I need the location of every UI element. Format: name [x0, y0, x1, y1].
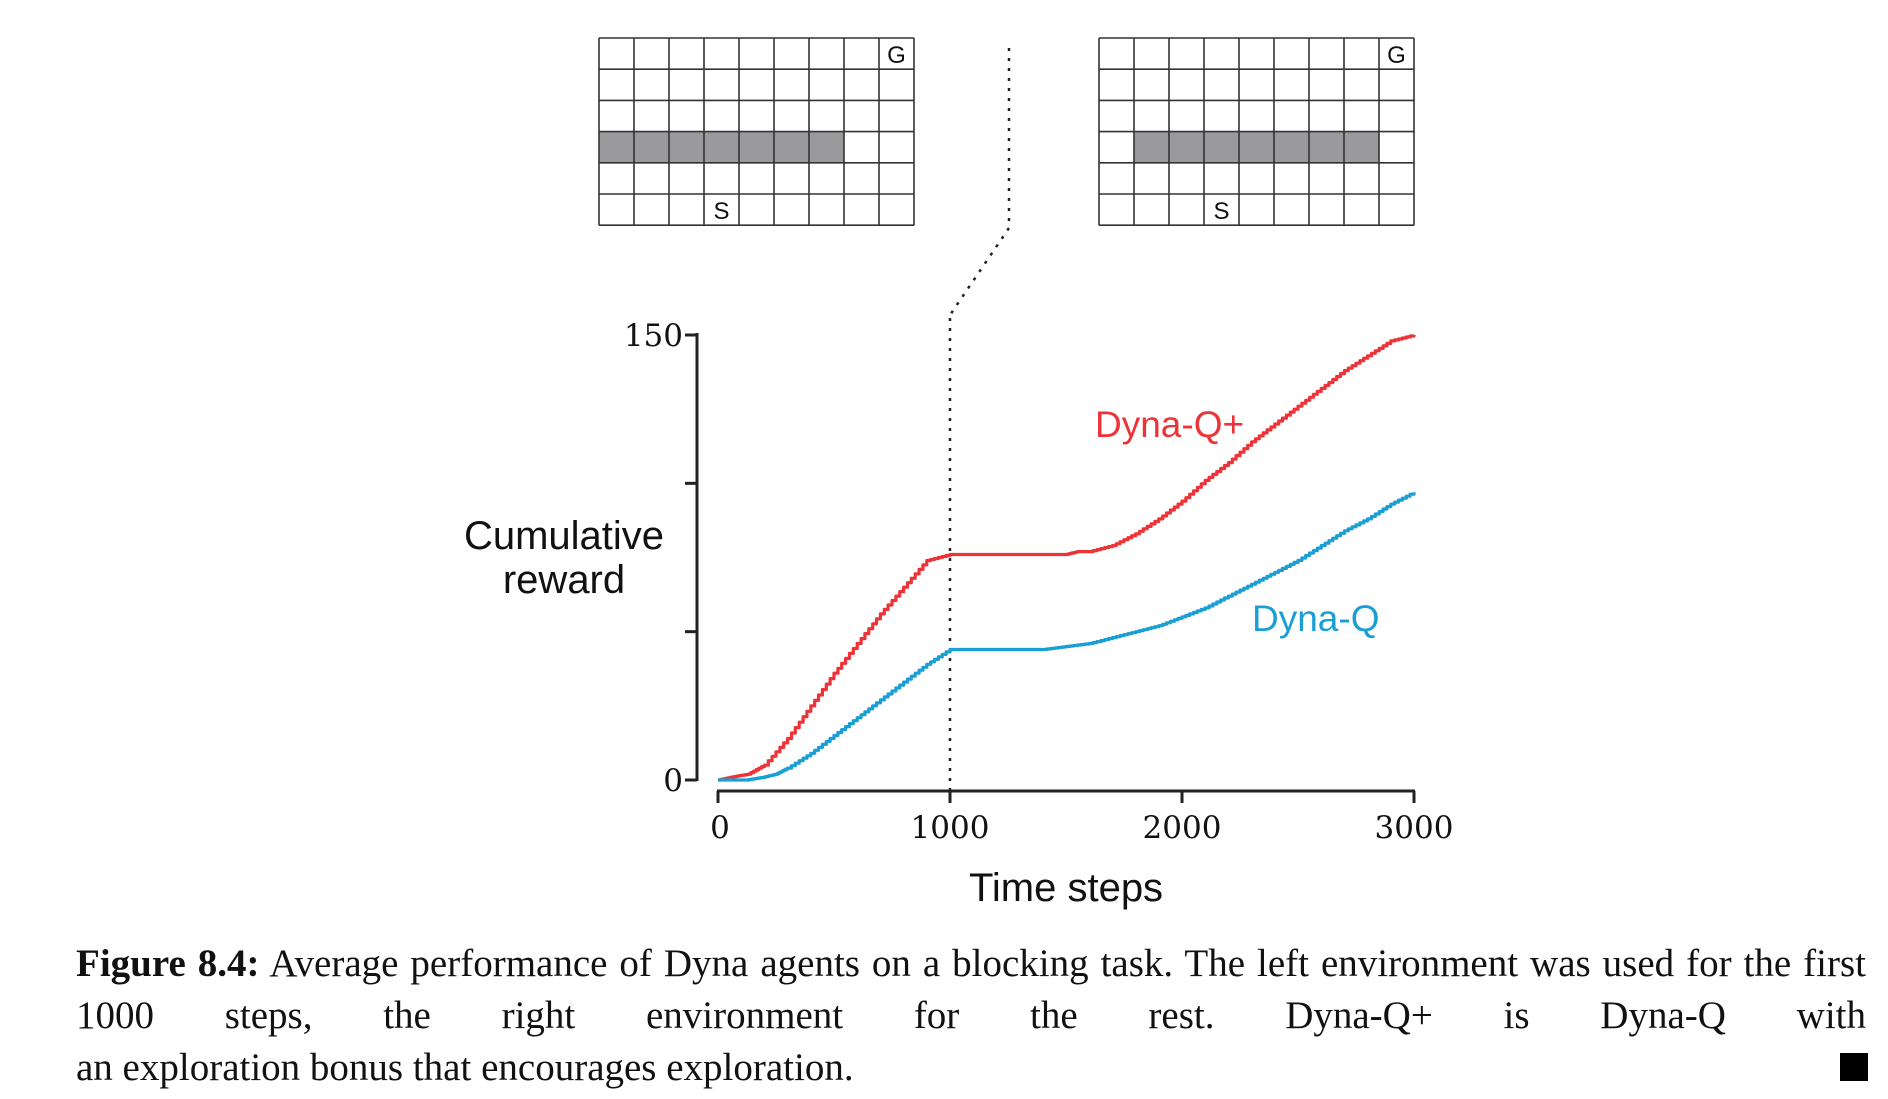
caption-line1: Average performance of Dyna agents on a … [269, 942, 1519, 985]
series-line-dyna-q [718, 492, 1416, 782]
start-label: S [1213, 198, 1229, 225]
wall-block [599, 131, 844, 163]
chart-series [718, 334, 1416, 782]
caption-line3: an exploration bonus that encourages exp… [76, 1046, 854, 1089]
x-tick-label: 2000 [1143, 810, 1222, 846]
gridworld-left: GS [598, 37, 915, 226]
annotation-dyna-q-plus: Dyna-Q+ [1095, 404, 1244, 445]
x-tick-label: 0 [710, 810, 730, 846]
wall-block [1134, 131, 1379, 163]
caption-line2: was used for the first 1000 steps, the r… [76, 942, 1866, 1037]
x-tick-label: 3000 [1375, 810, 1454, 846]
y-axis-label-line2: reward [503, 558, 625, 602]
y-axis-label-line1: Cumulative [464, 514, 664, 558]
start-label: S [713, 198, 729, 225]
x-axis-label: Time steps [969, 866, 1163, 910]
caption-label: Figure 8.4: [76, 942, 260, 985]
gridworld-right: GS [1098, 37, 1415, 226]
annotation-dyna-q: Dyna-Q [1252, 598, 1379, 639]
y-tick-label: 0 [663, 763, 683, 799]
environment-switch-connector [946, 48, 1011, 319]
goal-label: G [887, 42, 906, 69]
x-tick-label: 1000 [911, 810, 990, 846]
y-tick-label: 150 [624, 318, 683, 354]
figure-caption: Figure 8.4: Average performance of Dyna … [76, 938, 1866, 1094]
goal-label: G [1387, 42, 1406, 69]
series-line-dyna-q-plus [718, 334, 1416, 782]
chart-axes: 0 150 0 1000 2000 3000 [624, 318, 1454, 846]
end-of-proof-mark [1840, 1053, 1868, 1081]
